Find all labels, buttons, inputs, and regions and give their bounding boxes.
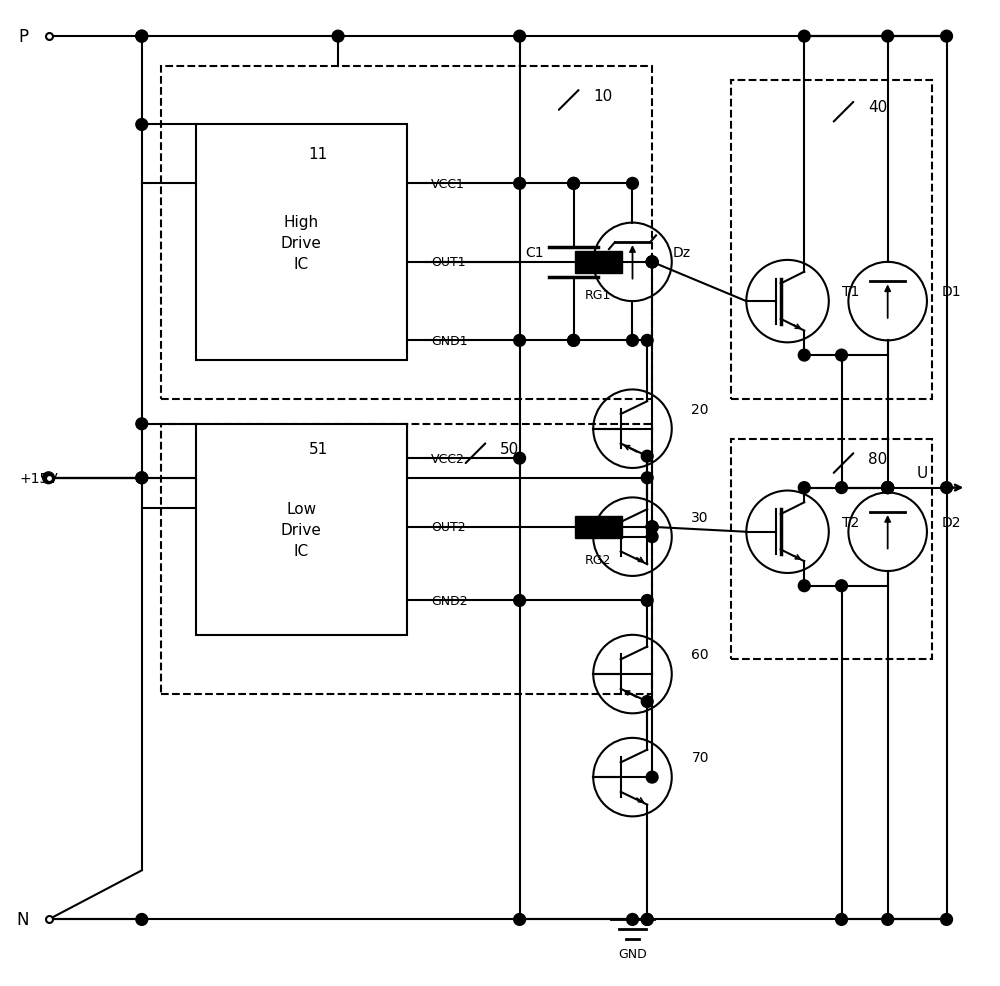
Text: 60: 60 bbox=[691, 648, 709, 662]
Circle shape bbox=[43, 472, 54, 484]
Circle shape bbox=[641, 595, 653, 606]
Text: N: N bbox=[16, 910, 29, 929]
Text: GND1: GND1 bbox=[431, 334, 468, 347]
Text: U: U bbox=[916, 466, 928, 481]
Circle shape bbox=[941, 32, 952, 43]
Circle shape bbox=[568, 178, 579, 190]
Circle shape bbox=[836, 350, 847, 362]
Text: RG1: RG1 bbox=[585, 289, 611, 302]
FancyBboxPatch shape bbox=[575, 517, 622, 538]
Text: VCC1: VCC1 bbox=[431, 177, 465, 190]
Text: +15V: +15V bbox=[19, 471, 58, 485]
Circle shape bbox=[568, 178, 579, 190]
Circle shape bbox=[641, 472, 653, 484]
Circle shape bbox=[641, 914, 653, 926]
Text: Low
Drive
IC: Low Drive IC bbox=[281, 501, 322, 558]
Text: High
Drive
IC: High Drive IC bbox=[281, 215, 322, 271]
Text: T1: T1 bbox=[842, 285, 859, 299]
Circle shape bbox=[646, 256, 658, 268]
FancyBboxPatch shape bbox=[575, 251, 622, 273]
Circle shape bbox=[627, 914, 638, 926]
Text: RG2: RG2 bbox=[585, 553, 611, 566]
Text: P: P bbox=[19, 28, 29, 46]
Text: GND2: GND2 bbox=[431, 595, 468, 607]
Text: Dz: Dz bbox=[673, 246, 691, 259]
Circle shape bbox=[514, 335, 526, 347]
Circle shape bbox=[882, 32, 894, 43]
Circle shape bbox=[798, 350, 810, 362]
Circle shape bbox=[646, 771, 658, 783]
Text: C1: C1 bbox=[525, 246, 544, 259]
Circle shape bbox=[627, 178, 638, 190]
Text: 51: 51 bbox=[309, 442, 328, 457]
Circle shape bbox=[136, 472, 148, 484]
Circle shape bbox=[882, 482, 894, 494]
Circle shape bbox=[836, 482, 847, 494]
Circle shape bbox=[514, 453, 526, 464]
Text: 20: 20 bbox=[691, 402, 709, 417]
Circle shape bbox=[514, 914, 526, 926]
Circle shape bbox=[641, 696, 653, 708]
Circle shape bbox=[641, 914, 653, 926]
Circle shape bbox=[941, 914, 952, 926]
Text: 70: 70 bbox=[691, 750, 709, 765]
Circle shape bbox=[646, 522, 658, 533]
Text: 50: 50 bbox=[500, 442, 519, 457]
Circle shape bbox=[641, 335, 653, 347]
Circle shape bbox=[514, 178, 526, 190]
Circle shape bbox=[646, 531, 658, 543]
Text: D1: D1 bbox=[942, 285, 961, 299]
Circle shape bbox=[514, 595, 526, 606]
Text: 11: 11 bbox=[309, 147, 328, 163]
Text: 80: 80 bbox=[868, 452, 887, 466]
Text: T2: T2 bbox=[842, 516, 859, 529]
Circle shape bbox=[882, 482, 894, 494]
Circle shape bbox=[332, 32, 344, 43]
Circle shape bbox=[514, 32, 526, 43]
Circle shape bbox=[136, 119, 148, 131]
Circle shape bbox=[798, 482, 810, 494]
Circle shape bbox=[136, 914, 148, 926]
Text: D2: D2 bbox=[942, 516, 961, 529]
Circle shape bbox=[627, 335, 638, 347]
Circle shape bbox=[836, 914, 847, 926]
Circle shape bbox=[646, 522, 658, 533]
Text: 40: 40 bbox=[868, 101, 887, 115]
FancyBboxPatch shape bbox=[196, 125, 407, 361]
Text: 30: 30 bbox=[691, 511, 709, 525]
Circle shape bbox=[568, 335, 579, 347]
Circle shape bbox=[136, 472, 148, 484]
Circle shape bbox=[646, 256, 658, 268]
Circle shape bbox=[646, 522, 658, 533]
Circle shape bbox=[646, 256, 658, 268]
Text: 10: 10 bbox=[593, 89, 612, 104]
Text: OUT2: OUT2 bbox=[431, 521, 466, 533]
Circle shape bbox=[882, 914, 894, 926]
Text: GND: GND bbox=[618, 948, 647, 960]
Circle shape bbox=[882, 482, 894, 494]
Circle shape bbox=[798, 32, 810, 43]
Circle shape bbox=[798, 580, 810, 592]
Text: OUT1: OUT1 bbox=[431, 256, 466, 269]
Text: VCC2: VCC2 bbox=[431, 453, 465, 465]
Circle shape bbox=[836, 580, 847, 592]
Circle shape bbox=[568, 335, 579, 347]
Circle shape bbox=[136, 418, 148, 430]
Circle shape bbox=[136, 32, 148, 43]
Circle shape bbox=[941, 482, 952, 494]
Circle shape bbox=[136, 32, 148, 43]
Circle shape bbox=[641, 451, 653, 462]
Circle shape bbox=[882, 482, 894, 494]
FancyBboxPatch shape bbox=[196, 424, 407, 635]
